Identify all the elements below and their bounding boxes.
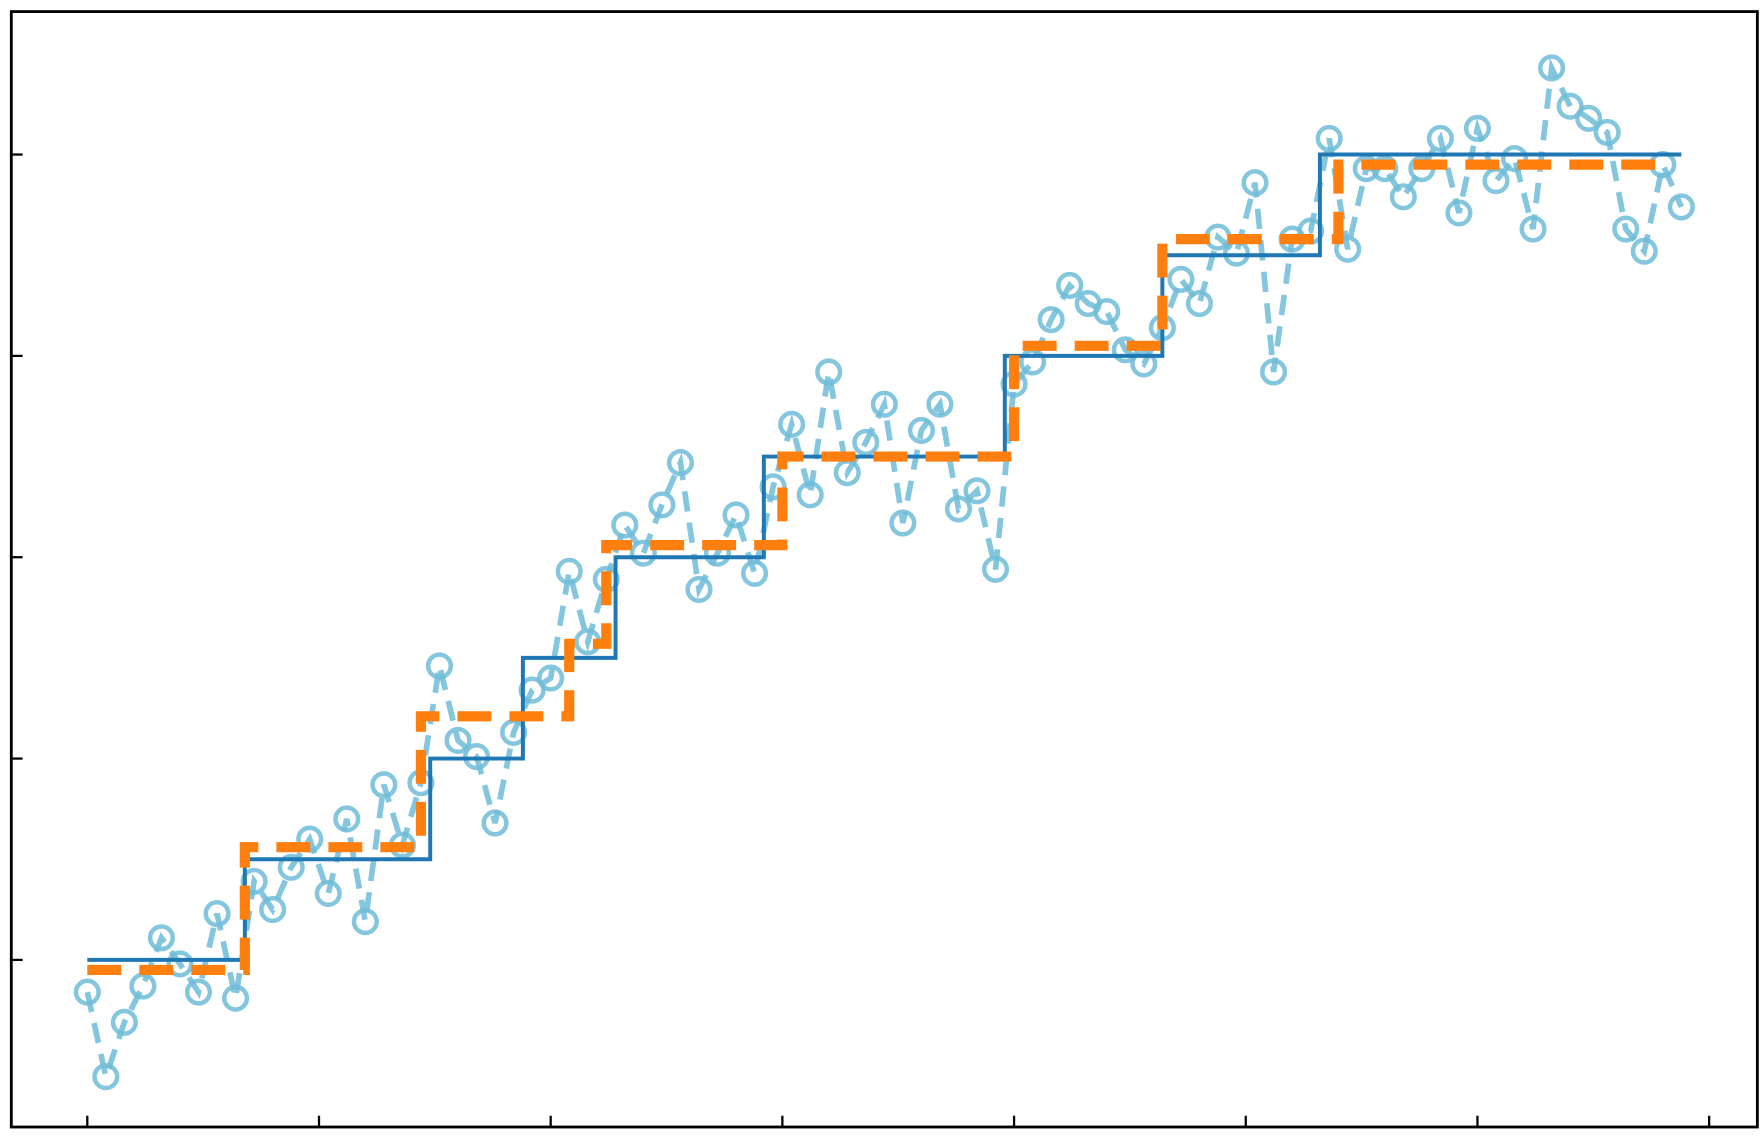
data-point [926, 390, 954, 418]
plot-area [11, 11, 1758, 1128]
data-point [444, 726, 472, 755]
data-point [481, 809, 509, 837]
data-point [981, 555, 1010, 583]
data-point [1500, 145, 1529, 173]
data-point [815, 358, 843, 386]
data-point [1445, 199, 1473, 227]
data-point [1093, 298, 1121, 326]
series-line [87, 152, 1682, 962]
data-point [666, 449, 694, 477]
data-point [1593, 118, 1621, 146]
data-point [685, 575, 713, 604]
data-point [333, 805, 361, 833]
data-point [741, 559, 769, 587]
data-point [184, 978, 213, 1006]
data-point [1241, 169, 1269, 197]
data-point [203, 900, 231, 928]
data-point [944, 495, 973, 523]
data-point [1334, 235, 1362, 263]
data-point [759, 473, 787, 501]
data-point [611, 511, 639, 539]
data-point [147, 924, 176, 952]
data-point [1630, 237, 1658, 265]
data-point [907, 416, 935, 444]
data-point [722, 501, 750, 529]
data-point [648, 491, 676, 519]
data-point [1426, 124, 1454, 152]
data-point [796, 481, 824, 509]
data-point [1556, 92, 1584, 120]
data-point [166, 950, 194, 978]
data-point [425, 652, 454, 680]
axes-frame [9, 10, 1759, 1129]
data-point [351, 908, 379, 936]
data-point [277, 853, 305, 881]
data-point [92, 1063, 120, 1091]
data-point [1185, 289, 1213, 318]
data-point [778, 410, 806, 438]
data-point [314, 879, 342, 908]
data-point [1612, 215, 1640, 243]
data-point [222, 984, 250, 1012]
data-point [555, 557, 583, 585]
data-point [629, 539, 657, 567]
data-point [1667, 193, 1695, 221]
data-point [1167, 265, 1195, 293]
data-point [1575, 104, 1603, 132]
data-point [240, 867, 268, 895]
data-point [518, 676, 546, 704]
data-point [963, 477, 991, 505]
data-point [1056, 271, 1084, 299]
data-point [1538, 54, 1566, 82]
data-point [889, 509, 917, 537]
data-point [1130, 350, 1158, 378]
data-point [1519, 215, 1547, 243]
data-point [852, 428, 880, 457]
data-point [370, 771, 398, 799]
series-line [87, 159, 1663, 976]
data-point [537, 664, 565, 692]
data-point [1315, 124, 1343, 152]
data-point [110, 1008, 138, 1036]
data-point [462, 742, 491, 771]
data-point [1037, 306, 1065, 334]
data-point [259, 896, 287, 924]
data-point [1389, 183, 1417, 211]
data-point [73, 978, 101, 1006]
data-point [1463, 114, 1492, 142]
data-point [870, 390, 898, 418]
data-point [1260, 358, 1288, 386]
